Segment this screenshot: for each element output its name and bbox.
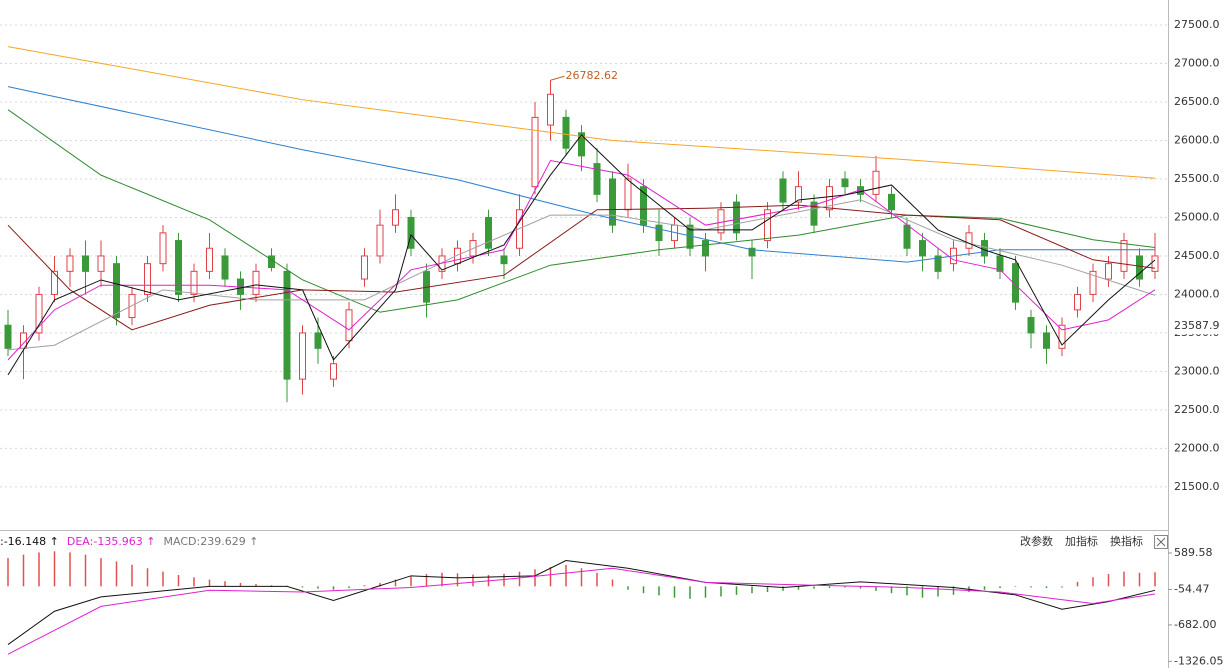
y-tick-label: 24000.0: [1174, 287, 1220, 300]
candle-body: [113, 263, 120, 319]
candle-body: [407, 216, 415, 249]
candle-body: [500, 255, 508, 265]
legend-label: :-16.148 ↑: [0, 535, 59, 548]
y-tick-label: -54.47: [1174, 582, 1209, 595]
candle-body: [593, 163, 601, 195]
candle-body: [4, 324, 12, 349]
candle-body: [919, 240, 926, 257]
candle-body: [51, 270, 58, 295]
candle-body: [345, 309, 353, 342]
y-tick-label: 26500.0: [1174, 95, 1220, 108]
candle-body: [144, 263, 151, 295]
candle-body: [795, 186, 802, 203]
candle-body: [1043, 332, 1050, 349]
candle-body: [361, 255, 368, 280]
y-tick-label: 25000.0: [1174, 210, 1220, 223]
candle-body: [159, 232, 167, 265]
candle-body: [996, 255, 1004, 272]
candle-body: [35, 293, 43, 334]
candle-body: [562, 116, 570, 149]
max-pointer: [550, 75, 565, 81]
y-tick-label: 22500.0: [1174, 403, 1220, 416]
candle-body: [1058, 324, 1066, 349]
candle-body: [1027, 317, 1035, 334]
candle-body: [175, 240, 182, 295]
candle-body: [1089, 270, 1097, 295]
candle-body: [1120, 240, 1128, 272]
y-tick-label: 27500.0: [1174, 18, 1220, 31]
candle-body: [965, 232, 973, 249]
y-tick-label: -682.00: [1174, 618, 1216, 631]
candle-body: [981, 240, 988, 257]
candle-body: [841, 178, 849, 188]
candle-body: [888, 193, 895, 211]
y-tick-label: 21500.0: [1174, 480, 1220, 493]
candle-body: [283, 270, 291, 380]
candle-body: [330, 363, 337, 380]
candle-body: [609, 178, 616, 226]
candle-body: [903, 224, 911, 249]
candle-body: [872, 170, 880, 195]
candle-body: [764, 209, 771, 242]
candle-body: [826, 186, 833, 211]
y-tick-label: 25500.0: [1174, 172, 1220, 185]
y-tick-label: 24500.0: [1174, 249, 1220, 262]
toolbar-button[interactable]: 加指标: [1065, 534, 1098, 548]
y-tick-label: 23000.0: [1174, 364, 1220, 377]
toolbar-button[interactable]: 改参数: [1020, 534, 1053, 548]
legend-label: DEA:-135.963 ↑: [67, 535, 156, 548]
y-tick-label: 27000.0: [1174, 57, 1220, 70]
candle-body: [314, 332, 322, 349]
candle-body: [97, 255, 105, 272]
last-price-label: 23587.9: [1174, 319, 1220, 332]
candle-body: [810, 201, 818, 226]
candle-body: [485, 216, 492, 249]
ma-line: [7, 560, 1156, 645]
candle-body: [547, 93, 554, 126]
max-label: 26782.62: [566, 69, 619, 82]
ma-line: [7, 204, 1156, 331]
candle-body: [392, 209, 399, 226]
candle-body: [1105, 263, 1112, 280]
ma-line: [7, 109, 1156, 313]
legend-label: MACD:239.629 ↑: [164, 535, 259, 548]
candle-body: [221, 255, 229, 280]
last-price-box: [1169, 318, 1226, 335]
y-tick-label: 22000.0: [1174, 441, 1220, 454]
y-tick-label: 589.58: [1174, 546, 1213, 559]
candle-body: [190, 270, 198, 295]
ma-line: [7, 86, 1155, 263]
y-tick-label: -1326.05: [1174, 654, 1223, 667]
candle-body: [376, 224, 384, 257]
candle-body: [82, 255, 89, 272]
candle-body: [779, 178, 787, 203]
candle-body: [66, 255, 74, 272]
candle-body: [748, 247, 756, 257]
ma-line: [7, 159, 1156, 361]
candle-body: [717, 209, 725, 234]
ma-line: [7, 134, 1156, 376]
candle-body: [206, 247, 213, 272]
candle-body: [252, 270, 260, 295]
y-tick-label: 26000.0: [1174, 133, 1220, 146]
ma-line: [7, 46, 1156, 179]
candle-body: [578, 132, 585, 157]
candle-body: [655, 224, 663, 242]
close-button[interactable]: [1154, 535, 1168, 549]
candle-body: [1151, 255, 1159, 272]
candle-body: [531, 116, 539, 188]
candle-body: [733, 201, 740, 234]
candle-body: [1012, 263, 1019, 303]
toolbar-button[interactable]: 换指标: [1110, 534, 1143, 548]
candle-body: [624, 178, 632, 211]
candle-body: [934, 255, 942, 272]
ma-line: [7, 567, 1156, 655]
ma-line: [7, 199, 1156, 351]
candle-body: [1074, 293, 1081, 311]
candle-body: [299, 332, 306, 380]
candle-body: [702, 240, 709, 257]
candle-body: [1136, 255, 1143, 280]
